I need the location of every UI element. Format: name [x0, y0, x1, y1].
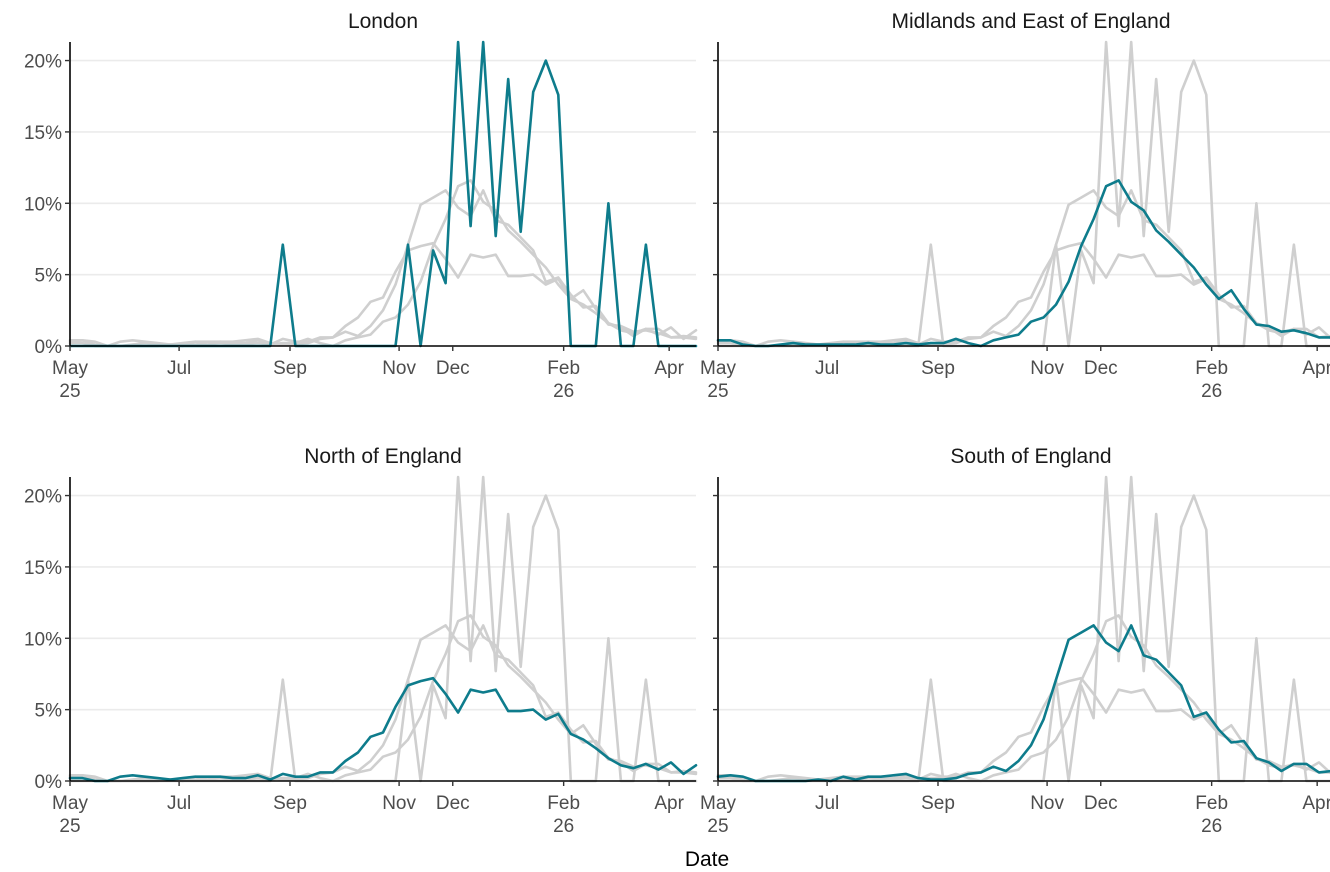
series-line-south-of-england-background [716, 189, 1330, 348]
x-tick-label: Dec [436, 793, 470, 814]
x-tick-label: May 25 [700, 793, 736, 837]
x-tick-label: Sep [273, 793, 307, 814]
y-tick-label: 10% [24, 629, 62, 650]
y-tick-label: 20% [24, 487, 62, 508]
y-tick-label: 10% [24, 194, 62, 215]
x-tick-label: Sep [273, 358, 307, 379]
series-line-london [68, 40, 698, 348]
x-tick-label: Nov [1030, 793, 1064, 814]
x-tick-label: Sep [921, 358, 955, 379]
x-tick-label: May 25 [700, 358, 736, 402]
y-tick-label: 20% [24, 52, 62, 73]
x-tick-label: Jul [167, 793, 191, 814]
series-line-london-background [68, 475, 698, 783]
x-tick-label: Dec [436, 358, 470, 379]
x-tick-label: Feb 26 [547, 793, 580, 837]
x-tick-label: Dec [1084, 358, 1118, 379]
panel-south-of-england: South of England May 25 Jul Sep Nov Dec Feb 26 Ap… [700, 445, 1330, 837]
chart-panels: London 0% 5% 10% 15% 20% May 25 Jul Sep Nov Dec Feb 2… [24, 10, 1330, 837]
y-tick-label: 15% [24, 123, 62, 144]
panel-midlands-and-east-of-england: Midlands and East of England May 25 Jul Sep N… [700, 10, 1330, 402]
y-tick-label: 5% [35, 266, 63, 287]
x-axis-title: Date [685, 848, 729, 871]
y-tick-label: 0% [35, 337, 63, 358]
x-tick-label: Apr [1302, 793, 1330, 814]
x-tick-label: Nov [1030, 358, 1064, 379]
y-tick-label: 0% [35, 772, 63, 793]
series-line-midlands-and-east-of-england [716, 179, 1330, 348]
x-tick-label: Nov [382, 358, 416, 379]
panel-north-of-england: North of England 0% 5% 10% 15% 20% May 25 Jul Sep… [24, 445, 698, 837]
series-line-north-of-england [68, 676, 698, 783]
x-tick-label: Jul [815, 358, 839, 379]
x-tick-label: May 25 [52, 358, 88, 402]
panel-title: London [348, 10, 418, 33]
x-tick-label: Sep [921, 793, 955, 814]
x-tick-label: Nov [382, 793, 416, 814]
x-tick-label: May 25 [52, 793, 88, 837]
y-tick-label: 15% [24, 558, 62, 579]
x-tick-label: Feb 26 [1195, 793, 1228, 837]
x-tick-label: Feb 26 [547, 358, 580, 402]
x-tick-label: Apr [654, 358, 684, 379]
panel-title: North of England [304, 445, 462, 468]
x-tick-label: Apr [654, 793, 684, 814]
x-tick-label: Feb 26 [1195, 358, 1228, 402]
panel-london: London 0% 5% 10% 15% 20% May 25 Jul Sep Nov Dec Feb 2… [24, 10, 698, 402]
x-tick-label: Dec [1084, 793, 1118, 814]
panel-title: South of England [950, 445, 1111, 468]
x-tick-label: Jul [815, 793, 839, 814]
x-tick-label: Jul [167, 358, 191, 379]
series-line-south-of-england [716, 624, 1330, 783]
x-tick-label: Apr [1302, 358, 1330, 379]
panel-title: Midlands and East of England [891, 10, 1170, 33]
y-tick-label: 5% [35, 701, 63, 722]
series-line-north-of-england-background [68, 241, 698, 348]
